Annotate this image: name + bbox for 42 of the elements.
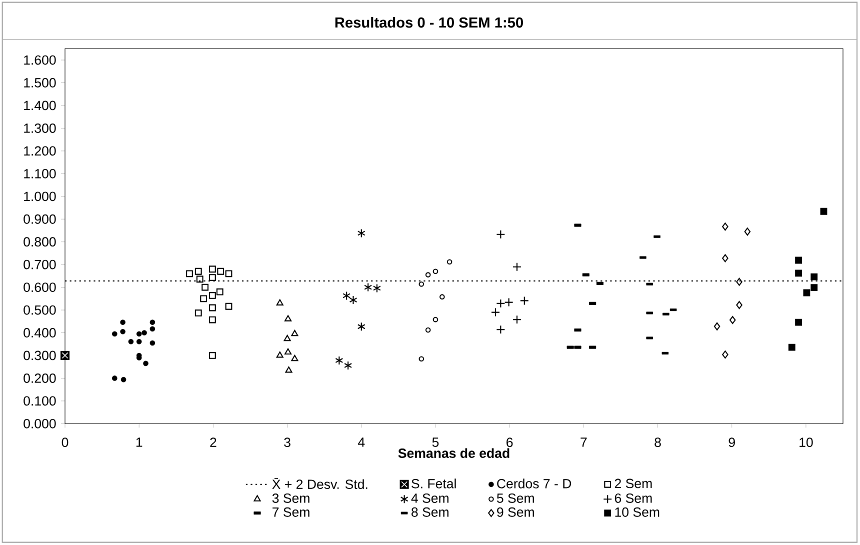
- legend-label: S. Fetal: [412, 478, 456, 489]
- legend-label: 9 Sem: [497, 508, 534, 517]
- x-tick-label: 1: [136, 438, 142, 447]
- x-tick-label: 6: [506, 438, 513, 448]
- legend-label: Cerdos 7 - D: [497, 478, 572, 489]
- y-tick-label: 0.500: [24, 306, 56, 315]
- y-tick-label: 1.300: [24, 124, 56, 134]
- y-tick-label: 1.500: [24, 78, 56, 88]
- y-tick-label: 0.300: [24, 350, 56, 360]
- y-tick-label: 0.000: [24, 419, 56, 429]
- x-tick-label: 9: [728, 438, 735, 448]
- y-tick-label: 0.200: [24, 374, 56, 384]
- x-axis-title: Semanas de edad: [398, 448, 510, 458]
- x-tick-label: 7: [580, 438, 587, 447]
- legend-label: 5 Sem: [496, 494, 534, 504]
- legend-label: 10 Sem: [615, 508, 660, 517]
- chart-title: Resultados 0 - 10 SEM 1:50: [335, 17, 523, 28]
- legend-label: X̄ + 2 Desv. Std.: [272, 478, 368, 490]
- y-tick-label: 0.100: [24, 396, 56, 406]
- y-tick-label: 0.400: [24, 328, 56, 338]
- y-tick-label: 1.200: [24, 146, 56, 156]
- y-tick-label: 0.800: [24, 237, 56, 247]
- legend-label: 3 Sem: [272, 494, 310, 504]
- y-tick-label: 1.600: [24, 56, 56, 65]
- legend-label: 6 Sem: [614, 494, 652, 504]
- x-tick-label: 10: [800, 438, 813, 448]
- y-tick-label: 1.400: [24, 100, 56, 110]
- y-tick-label: 0.700: [24, 260, 56, 270]
- x-tick-label: 8: [654, 438, 661, 448]
- y-tick-label: 1.000: [24, 192, 56, 202]
- y-tick-label: 0.900: [24, 214, 56, 224]
- legend-label: 8 Sem: [412, 508, 448, 517]
- x-tick-label: 5: [432, 438, 439, 448]
- y-tick-label: 0.600: [24, 282, 56, 292]
- y-tick-label: 1.100: [24, 169, 56, 179]
- legend-label: 7 Sem: [272, 508, 310, 517]
- x-tick-label: 0: [62, 438, 68, 448]
- x-tick-label: 2: [210, 438, 216, 448]
- legend-label: 2 Sem: [614, 478, 652, 488]
- x-tick-label: 3: [284, 438, 290, 448]
- x-tick-label: 4: [358, 438, 365, 447]
- legend-label: 4 Sem: [411, 494, 448, 504]
